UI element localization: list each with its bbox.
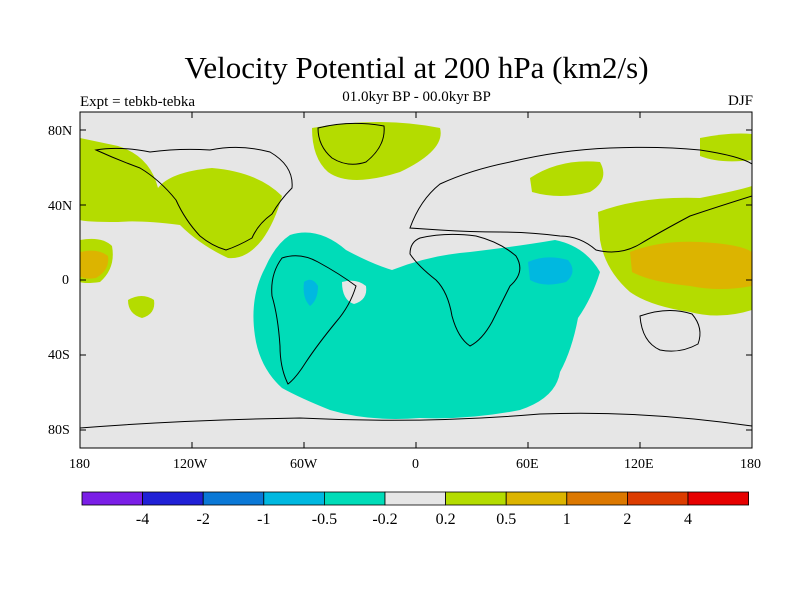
experiment-label: Expt = tebkb-tebka — [80, 94, 196, 110]
colorbar-swatch — [202, 491, 265, 506]
colorbar-swatch — [687, 491, 749, 506]
lat-label-80s: 80S — [48, 423, 70, 438]
negative-mid-indian-ocean — [528, 257, 573, 285]
lon-label-0: 0 — [412, 457, 419, 472]
colorbar-swatch — [142, 491, 204, 506]
colorbar-label: -1 — [257, 511, 270, 528]
colorbar-label: -0.5 — [312, 511, 337, 528]
positive-region-siberia — [530, 161, 604, 196]
colorbar-label: -4 — [136, 511, 149, 528]
colorbar-swatch — [81, 491, 143, 506]
coastline-north-america — [94, 146, 293, 251]
positive-region-south-pacific — [128, 296, 155, 318]
lon-label-120w: 120W — [173, 457, 208, 472]
lon-label-60w: 60W — [290, 457, 318, 472]
map-title: Velocity Potential at 200 hPa (km2/s) — [184, 50, 649, 85]
lat-label-eq: 0 — [62, 273, 69, 288]
colorbar-swatch — [445, 491, 507, 506]
coastline-eurasia — [409, 146, 752, 253]
colorbar-label: 1 — [563, 511, 571, 528]
colorbar-label: -0.2 — [372, 511, 397, 528]
colorbar-label: 0.5 — [496, 511, 516, 528]
lat-ticks — [80, 129, 752, 431]
positive-region-north-atlantic — [80, 138, 282, 259]
colorbar-swatch — [323, 491, 386, 506]
colorbar-label: 4 — [684, 511, 692, 528]
lat-label-40n: 40N — [48, 199, 73, 214]
negative-region-south-atlantic — [253, 232, 600, 419]
coastline-africa — [409, 233, 521, 347]
colorbar-swatch — [566, 491, 628, 506]
colorbar-swatch — [627, 491, 689, 506]
map-subtitle: 01.0kyr BP - 00.0kyr BP — [342, 89, 491, 105]
colorbar: -4 -2 -1 -0.5 -0.2 0.2 0.5 1 2 4 — [81, 491, 749, 528]
colorbar-label: 0.2 — [436, 511, 456, 528]
colorbar-swatch — [384, 491, 446, 506]
positive-mid-maritime-continent — [630, 241, 752, 289]
lat-label-40s: 40S — [48, 348, 70, 363]
lon-label-180w: 180 — [69, 457, 90, 472]
colorbar-label: 2 — [623, 511, 631, 528]
lon-label-180e: 180 — [740, 457, 761, 472]
lon-ticks — [191, 112, 641, 448]
lon-label-60e: 60E — [516, 457, 539, 472]
map-field — [80, 112, 752, 448]
positive-region-arctic-east — [700, 133, 752, 162]
coastlines — [80, 122, 752, 429]
season-label: DJF — [727, 93, 753, 109]
colorbar-swatch — [263, 491, 325, 506]
negative-mid-amazon — [303, 279, 318, 306]
positive-mid-central-pacific — [80, 250, 109, 279]
coastline-australia — [639, 310, 701, 352]
coastline-south-america — [271, 255, 357, 385]
lat-label-80n: 80N — [48, 124, 73, 139]
coastline-antarctica — [80, 412, 752, 429]
coastline-greenland — [317, 122, 385, 165]
colorbar-label: -2 — [197, 511, 210, 528]
lon-label-120e: 120E — [624, 457, 654, 472]
colorbar-swatch — [505, 491, 568, 506]
